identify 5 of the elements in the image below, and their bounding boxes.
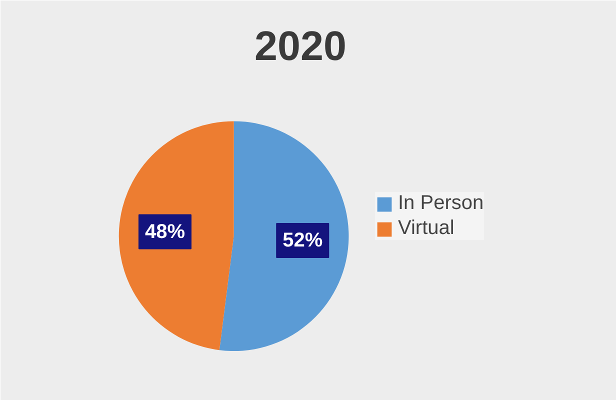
chart-title: 2020 bbox=[254, 22, 346, 69]
legend-label: Virtual bbox=[398, 217, 454, 240]
legend-label: In Person bbox=[398, 192, 484, 215]
data-label: 52% bbox=[282, 229, 323, 252]
data-label: 48% bbox=[144, 220, 186, 243]
